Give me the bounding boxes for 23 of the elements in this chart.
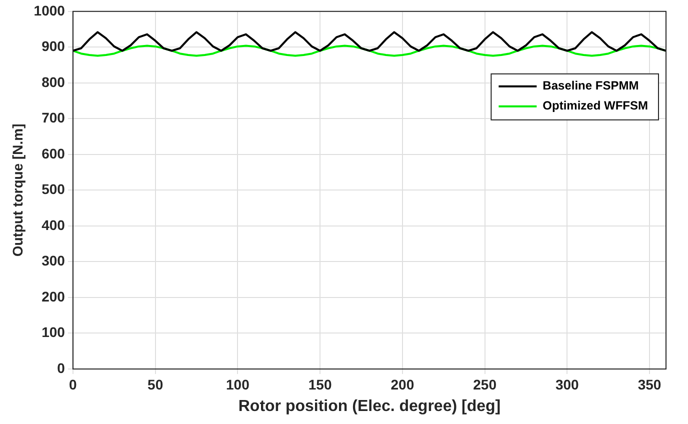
y-tick-label: 300	[42, 252, 66, 269]
y-tick-label: 0	[57, 360, 66, 376]
x-tick-label: 200	[390, 376, 414, 392]
y-tick-label: 700	[42, 110, 66, 126]
y-axis-title: Output torque [N.m]	[9, 124, 26, 257]
y-tick-label: 600	[42, 145, 66, 162]
x-tick-label: 300	[555, 376, 580, 392]
x-tick-label: 0	[69, 376, 78, 392]
x-tick-label: 350	[638, 376, 662, 392]
y-tick-label: 500	[42, 181, 66, 198]
x-axis-title: Rotor position (Elec. degree) [deg]	[238, 398, 501, 415]
y-tick-label: 100	[42, 324, 66, 340]
legend-label: Baseline FSPMM	[542, 78, 639, 93]
y-tick-label: 800	[42, 74, 66, 90]
legend-label: Optimized WFFSM	[542, 98, 648, 113]
y-tick-label: 900	[42, 38, 66, 54]
x-tick-label: 150	[308, 376, 332, 392]
x-tick-label: 100	[226, 376, 250, 392]
y-tick-label: 400	[42, 216, 66, 233]
x-tick-label: 50	[148, 376, 164, 392]
x-tick-label: 250	[473, 376, 497, 392]
y-tick-label: 1000	[34, 2, 66, 18]
y-tick-label: 200	[42, 288, 66, 304]
